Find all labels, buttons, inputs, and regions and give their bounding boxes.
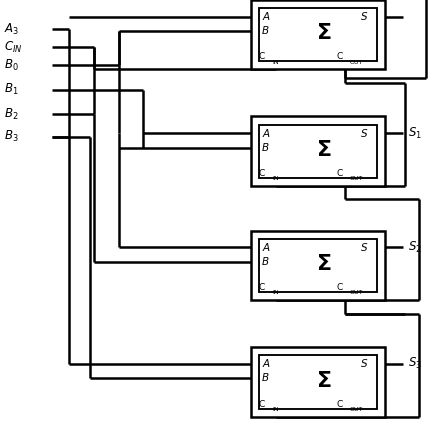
Text: $S_3$: $S_3$ (408, 356, 422, 371)
Text: A: A (262, 129, 269, 138)
Text: S: S (361, 12, 367, 22)
Bar (251, 116, 385, 186)
Text: B: B (262, 142, 269, 153)
Text: S: S (361, 129, 367, 138)
Text: $S_2$: $S_2$ (408, 240, 422, 255)
Text: $C_{IN}$: $C_{IN}$ (4, 39, 23, 55)
Text: B: B (262, 373, 269, 383)
Text: Σ: Σ (317, 254, 332, 274)
Text: C: C (259, 52, 265, 61)
Text: C: C (259, 169, 265, 178)
Text: Σ: Σ (317, 23, 332, 43)
Text: $B_1$: $B_1$ (4, 82, 19, 97)
Text: OUT: OUT (349, 60, 363, 65)
Bar (251, 347, 385, 417)
Text: IN: IN (272, 407, 279, 412)
Text: IN: IN (272, 176, 279, 181)
Text: IN: IN (272, 290, 279, 296)
Text: B: B (262, 26, 269, 36)
Bar (259, 355, 377, 409)
Text: OUT: OUT (349, 176, 363, 181)
Text: Σ: Σ (317, 140, 332, 160)
Text: B: B (262, 257, 269, 267)
Text: S: S (361, 359, 367, 369)
Bar (259, 125, 377, 178)
Text: A: A (262, 243, 269, 253)
Text: C: C (259, 283, 265, 292)
Text: C: C (259, 400, 265, 409)
Text: $A_3$: $A_3$ (4, 22, 20, 37)
Bar (259, 239, 377, 292)
Text: OUT: OUT (349, 407, 363, 412)
Text: C: C (336, 52, 342, 61)
Bar (251, 231, 385, 300)
Text: $B_3$: $B_3$ (4, 129, 19, 144)
Text: OUT: OUT (349, 290, 363, 296)
Bar (251, 0, 385, 69)
Text: S: S (361, 243, 367, 253)
Text: C: C (336, 169, 342, 178)
Text: Σ: Σ (317, 370, 332, 391)
Text: C: C (336, 283, 342, 292)
Text: C: C (336, 400, 342, 409)
Text: A: A (262, 359, 269, 369)
Text: $B_0$: $B_0$ (4, 57, 19, 73)
Text: IN: IN (272, 60, 279, 65)
Bar (259, 8, 377, 61)
Text: $B_2$: $B_2$ (4, 107, 19, 122)
Text: A: A (262, 12, 269, 22)
Text: $S_1$: $S_1$ (408, 125, 422, 141)
